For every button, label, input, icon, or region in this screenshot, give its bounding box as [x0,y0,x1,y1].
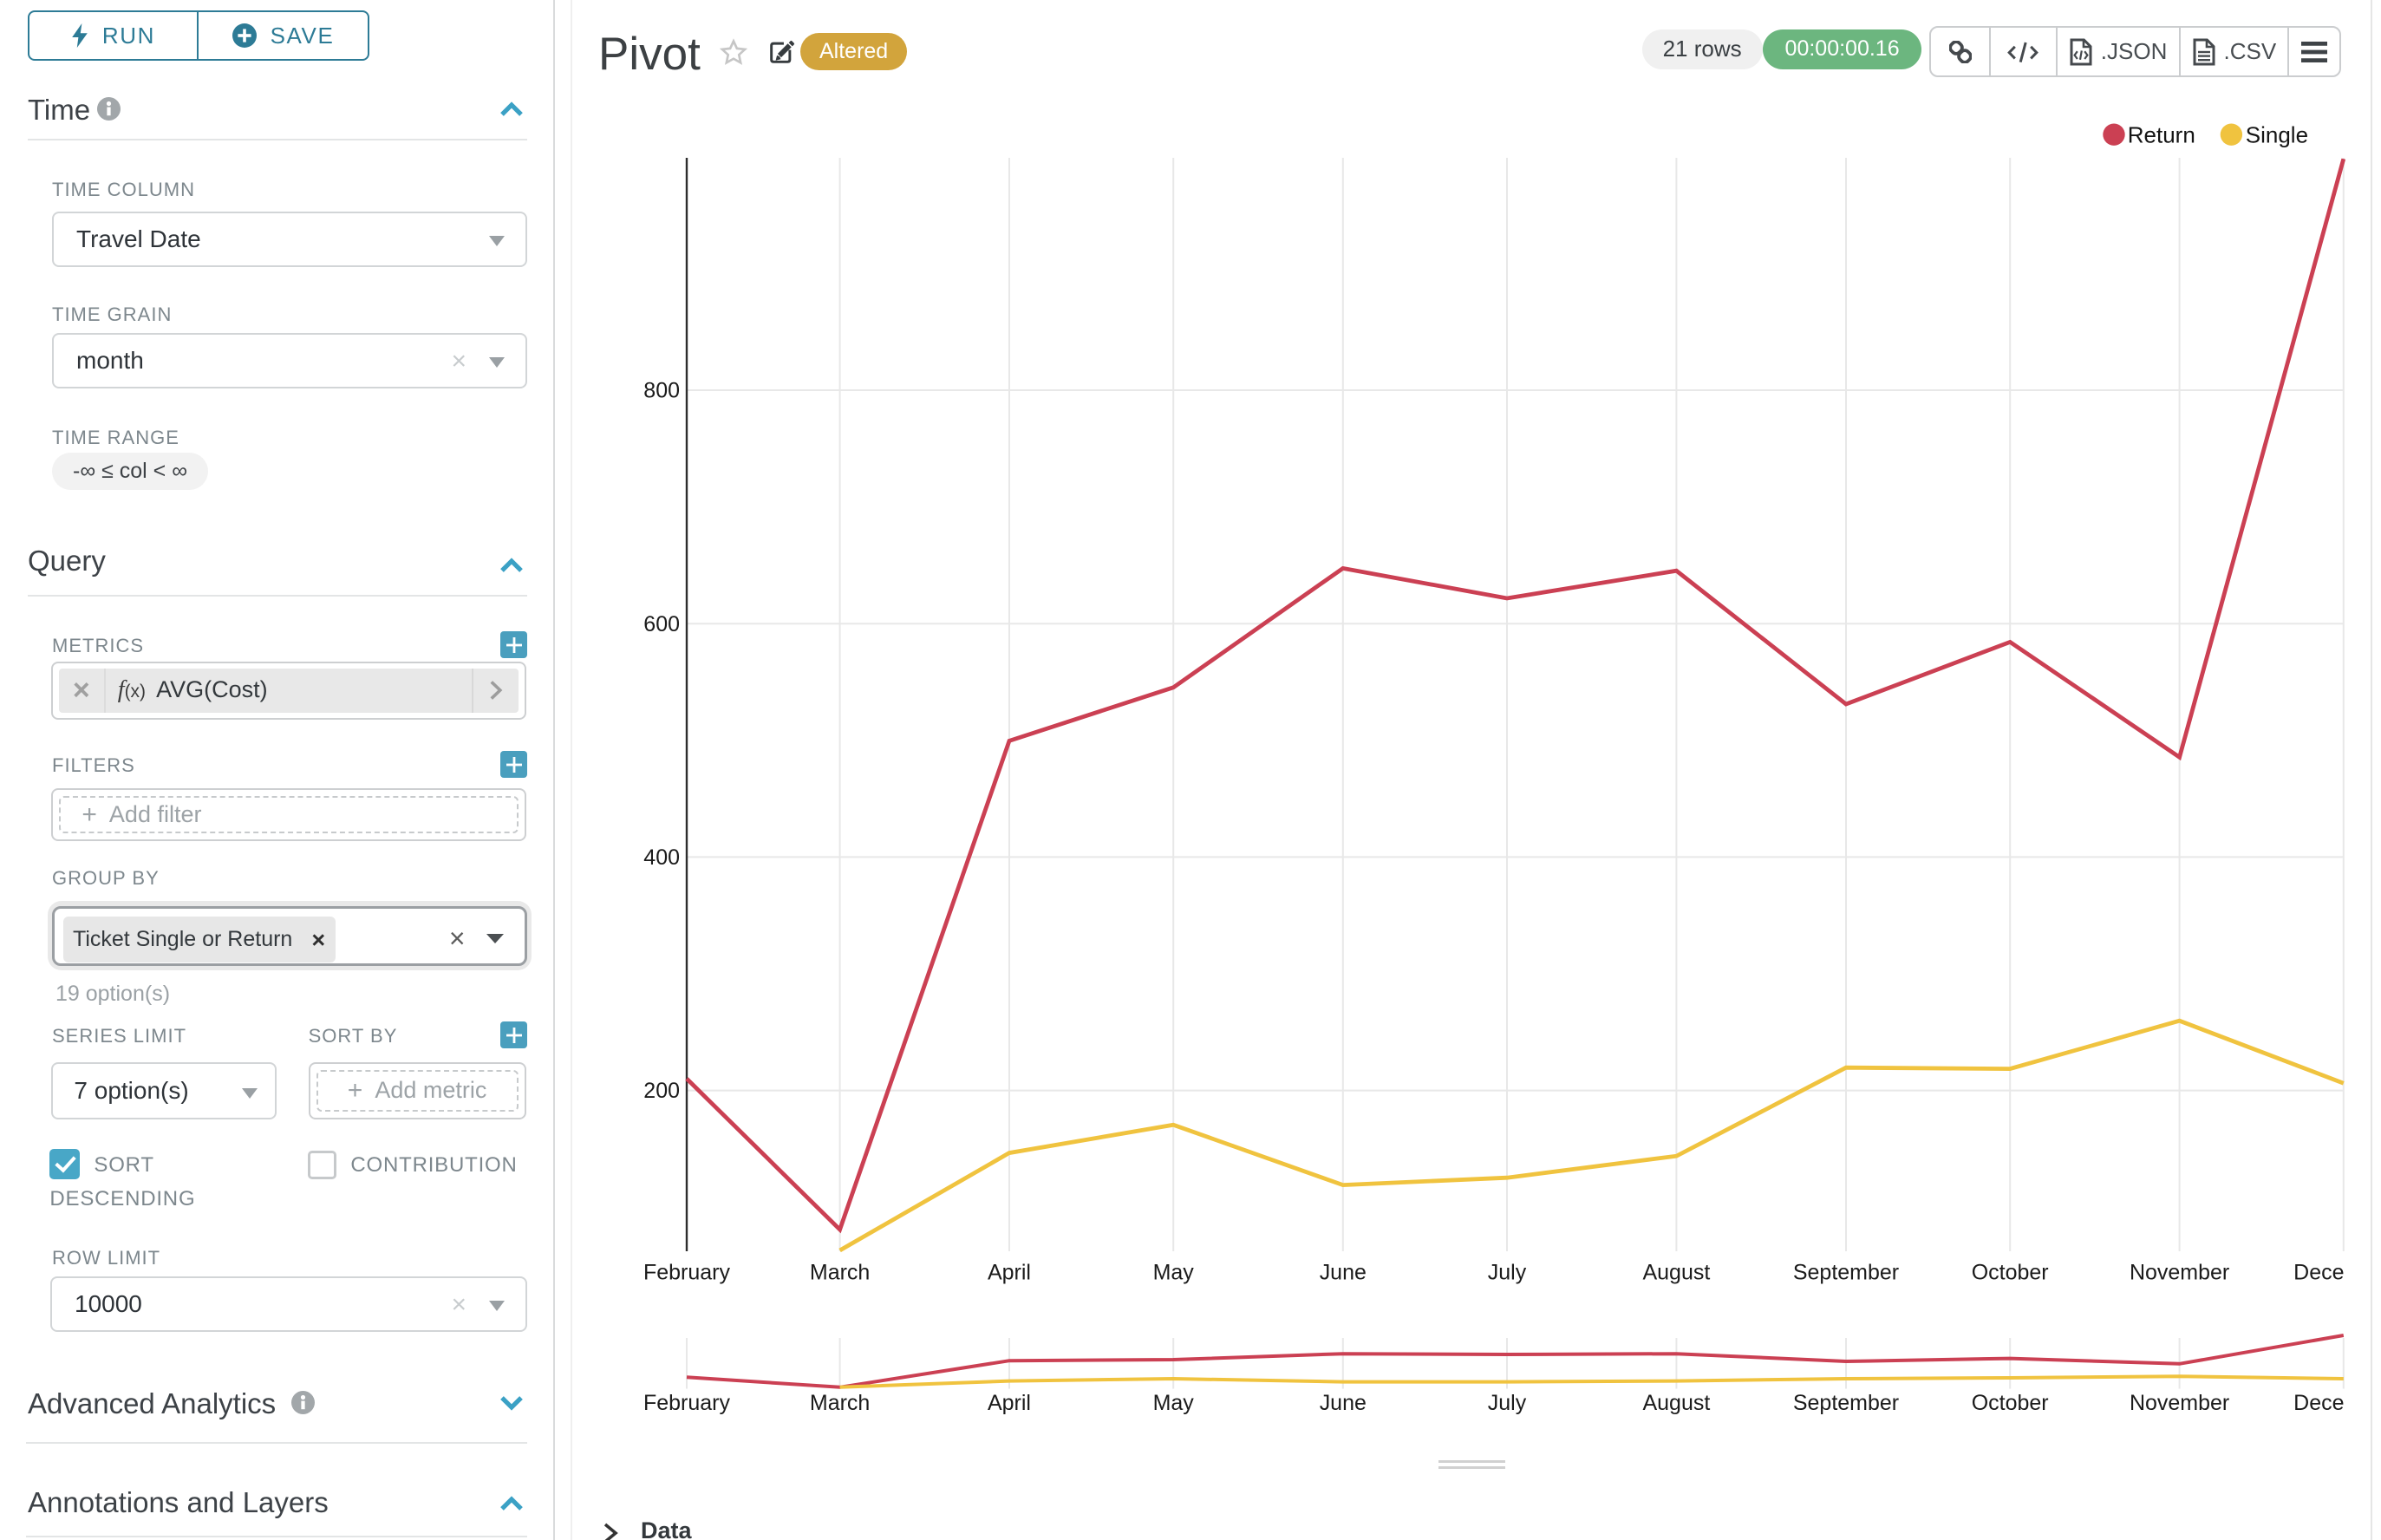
svg-text:March: March [810,1260,870,1284]
svg-text:March: March [810,1391,870,1415]
svg-text:November: November [2130,1391,2229,1415]
svg-text:Single: Single [2246,122,2308,148]
svg-text:August: August [1642,1391,1710,1415]
svg-text:November: November [2130,1260,2229,1284]
svg-text:400: 400 [643,845,680,870]
svg-text:April: April [988,1260,1031,1284]
svg-text:May: May [1153,1391,1195,1415]
svg-text:600: 600 [643,612,680,636]
svg-text:December: December [2293,1391,2345,1415]
svg-text:Return: Return [2128,122,2195,148]
svg-text:February: February [643,1391,730,1415]
svg-text:October: October [1972,1391,2049,1415]
svg-text:October: October [1972,1260,2049,1284]
svg-text:May: May [1153,1260,1195,1284]
svg-text:200: 200 [643,1079,680,1103]
svg-text:800: 800 [643,379,680,403]
svg-text:July: July [1488,1391,1527,1415]
svg-text:February: February [643,1260,730,1284]
svg-text:August: August [1642,1260,1710,1284]
svg-text:June: June [1320,1391,1367,1415]
svg-text:September: September [1793,1391,1899,1415]
svg-text:December: December [2293,1260,2345,1284]
svg-text:June: June [1320,1260,1367,1284]
svg-text:July: July [1488,1260,1527,1284]
svg-text:September: September [1793,1260,1899,1284]
svg-text:April: April [988,1391,1031,1415]
